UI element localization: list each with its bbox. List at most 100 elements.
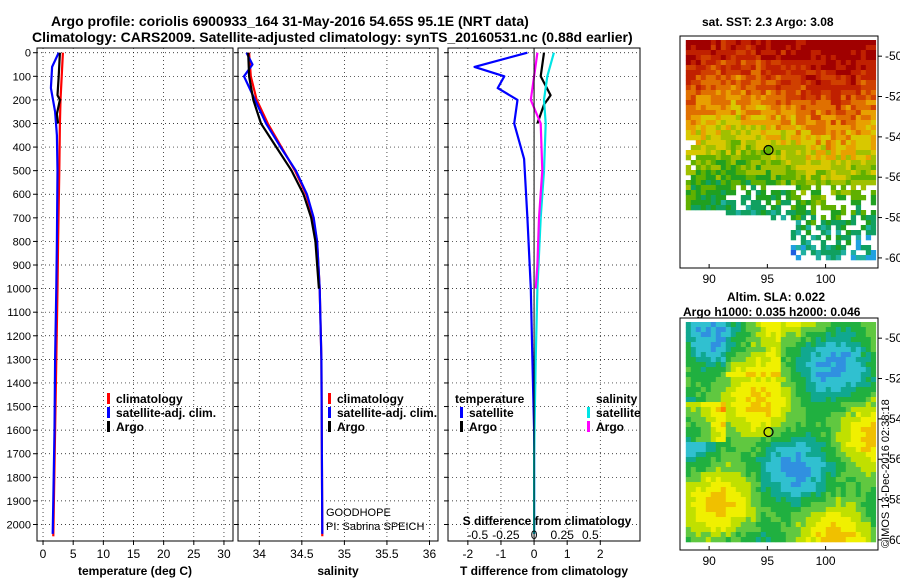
map-cell [865, 215, 872, 221]
map-cell [845, 502, 852, 508]
map-cell [710, 110, 717, 116]
map-cell [835, 155, 842, 161]
map-cell [740, 65, 747, 71]
map-cell [715, 105, 722, 111]
map-cell [810, 357, 817, 363]
map-cell [855, 452, 862, 458]
map-cell [755, 332, 762, 338]
map-cell [720, 125, 727, 131]
map-cell [795, 402, 802, 408]
map-y-tick-label: -50 [885, 331, 900, 345]
map-cell [805, 427, 812, 433]
map-cell [750, 387, 757, 393]
map-cell [860, 55, 867, 61]
map-cell [750, 507, 757, 513]
map-cell [740, 442, 747, 448]
map-cell [765, 75, 772, 81]
map-cell [715, 65, 722, 71]
map-cell [840, 205, 847, 211]
map-cell [780, 487, 787, 493]
map-cell [700, 492, 707, 498]
map-cell [850, 150, 857, 156]
map-cell [840, 160, 847, 166]
map-cell [725, 210, 732, 216]
map-cell [830, 497, 837, 503]
map-cell [750, 502, 757, 508]
map-cell [785, 70, 792, 76]
map-cell [770, 50, 777, 56]
map-cell [775, 327, 782, 333]
map-cell [790, 522, 797, 528]
map-cell [865, 447, 872, 453]
map-cell [770, 130, 777, 136]
map-cell [800, 472, 807, 478]
y-tick-label: 1100 [7, 307, 31, 319]
map-cell [690, 60, 697, 66]
map-cell [815, 327, 822, 333]
map-cell [725, 40, 732, 46]
map-cell [715, 110, 722, 116]
x-tick-label: 1 [564, 547, 571, 561]
map-cell [795, 60, 802, 66]
map-cell [815, 175, 822, 181]
map-cell [720, 185, 727, 191]
map-cell [755, 105, 762, 111]
map-cell [865, 180, 872, 186]
map-cell [795, 357, 802, 363]
map-cell [690, 357, 697, 363]
map-cell [755, 362, 762, 368]
map-cell [795, 165, 802, 171]
map-cell [800, 180, 807, 186]
map-cell [835, 50, 842, 56]
x-tick-label: 25 [187, 547, 201, 561]
map-cell [760, 75, 767, 81]
map-cell [845, 452, 852, 458]
map-cell [820, 337, 827, 343]
map-cell [825, 95, 832, 101]
map-cell [820, 140, 827, 146]
map-cell [785, 180, 792, 186]
map-cell [865, 50, 872, 56]
map-cell [835, 452, 842, 458]
map-cell [835, 337, 842, 343]
map-cell [865, 130, 872, 136]
map-cell [715, 130, 722, 136]
map-cell [855, 372, 862, 378]
map-cell [725, 402, 732, 408]
map-cell [855, 417, 862, 423]
map-cell [800, 155, 807, 161]
map-cell [790, 432, 797, 438]
map-cell [740, 140, 747, 146]
map-cell [830, 145, 837, 151]
map-cell [870, 110, 877, 116]
map-cell [745, 382, 752, 388]
map-cell [805, 40, 812, 46]
map-cell [850, 527, 857, 533]
map-cell [795, 342, 802, 348]
map-cell [730, 160, 737, 166]
map-cell [690, 437, 697, 443]
map-cell [720, 412, 727, 418]
map-cell [800, 60, 807, 66]
map-cell [855, 155, 862, 161]
map-cell [820, 417, 827, 423]
map-cell [785, 452, 792, 458]
map-cell [870, 377, 877, 383]
map-cell [850, 482, 857, 488]
map-cell [720, 145, 727, 151]
map-cell [810, 432, 817, 438]
map-cell [830, 437, 837, 443]
map-cell [745, 412, 752, 418]
map-cell [870, 437, 877, 443]
map-cell [700, 322, 707, 328]
map-cell [830, 402, 837, 408]
map-cell [720, 357, 727, 363]
map-cell [865, 80, 872, 86]
map-cell [855, 95, 862, 101]
map-cell [815, 402, 822, 408]
map-cell [760, 472, 767, 478]
map-cell [785, 472, 792, 478]
map-cell [745, 377, 752, 383]
map-cell [830, 75, 837, 81]
map-cell [800, 110, 807, 116]
